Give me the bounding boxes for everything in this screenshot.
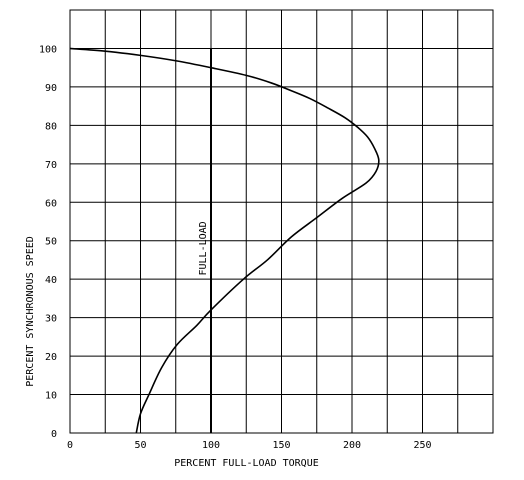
plot-frame xyxy=(69,9,494,434)
x-tick-label: 50 xyxy=(134,440,146,451)
y-tick-label: 20 xyxy=(45,352,57,363)
y-tick-label: 0 xyxy=(51,429,57,440)
y-tick-label: 10 xyxy=(45,391,57,402)
y-tick-label: 30 xyxy=(45,314,57,325)
x-tick-labels: 0 50 100 150 200 250 xyxy=(67,440,432,451)
y-tick-label: 100 xyxy=(39,44,57,55)
x-tick-label: 100 xyxy=(202,440,220,451)
y-tick-labels: 0 10 20 30 40 50 60 70 80 90 100 xyxy=(39,44,57,440)
grid xyxy=(70,10,493,433)
y-tick-label: 80 xyxy=(45,121,57,132)
x-axis-title: PERCENT FULL-LOAD TORQUE xyxy=(174,458,319,469)
y-tick-label: 40 xyxy=(45,275,57,286)
y-axis-title: PERCENT SYNCHRONOUS SPEED xyxy=(25,236,36,387)
y-tick-label: 60 xyxy=(45,198,57,209)
x-tick-label: 150 xyxy=(272,440,290,451)
x-tick-label: 250 xyxy=(413,440,431,451)
y-tick-label: 70 xyxy=(45,160,57,171)
series-line xyxy=(69,47,380,434)
y-tick-label: 50 xyxy=(45,237,57,248)
x-tick-label: 200 xyxy=(343,440,361,451)
full-load-label: FULL-LOAD xyxy=(198,221,209,275)
y-tick-label: 90 xyxy=(45,83,57,94)
x-tick-label: 0 xyxy=(67,440,73,451)
